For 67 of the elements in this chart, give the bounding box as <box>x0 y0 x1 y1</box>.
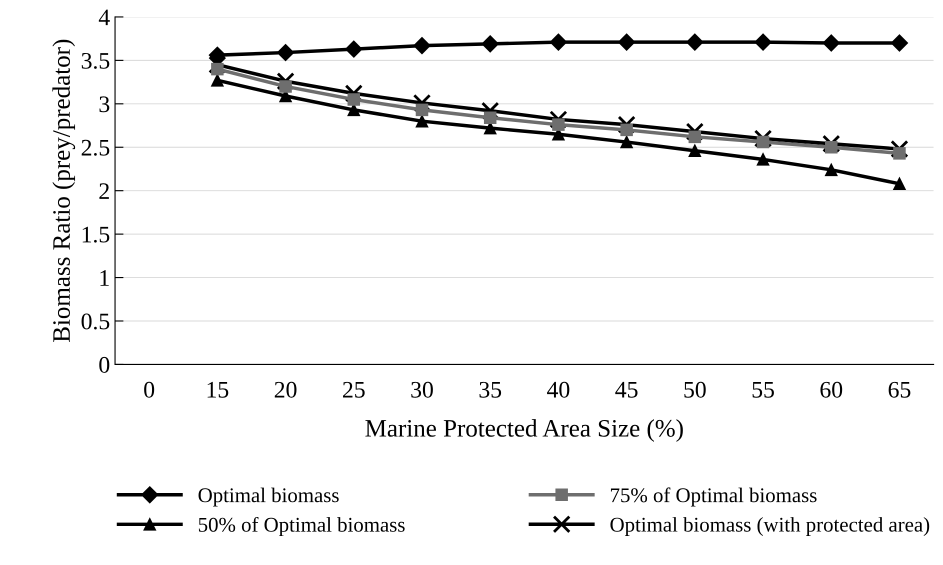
point <box>344 84 363 102</box>
point <box>552 118 565 131</box>
y-tick-label: 3.5 <box>82 52 110 69</box>
legend-label: Optimal biomass <box>198 488 339 507</box>
point <box>618 34 636 51</box>
x-tick-label: 35 <box>480 382 502 398</box>
legend-label: Optimal biomass (with protected area) <box>610 517 930 536</box>
point <box>550 34 567 51</box>
point <box>413 37 431 54</box>
x-axis-title: Marine Protected Area Size (%) <box>365 419 683 442</box>
x-tick-label: 45 <box>615 382 638 398</box>
point <box>416 114 428 128</box>
y-tick-label: 1 <box>100 270 109 286</box>
point <box>549 110 568 128</box>
point <box>620 136 633 148</box>
x-tick-label: 30 <box>411 382 433 398</box>
x-tick-label: 55 <box>752 382 774 398</box>
y-tick-label: 0 <box>99 356 110 373</box>
point <box>890 34 908 52</box>
point <box>756 153 770 166</box>
point <box>276 72 295 90</box>
point <box>686 34 704 51</box>
point <box>279 80 292 93</box>
point <box>481 102 500 120</box>
point <box>482 35 499 52</box>
y-tick-label: 4 <box>98 10 110 26</box>
x-tick-label: 60 <box>820 382 842 398</box>
x-tick-label: 40 <box>547 382 570 398</box>
point <box>688 144 702 157</box>
point <box>822 34 840 52</box>
point <box>277 44 294 62</box>
y-axis-title: Biomass Ratio (prey/predator) <box>52 40 76 342</box>
y-tick-label: 2 <box>99 183 109 199</box>
x-tick-label: 25 <box>343 382 365 398</box>
point <box>688 130 702 144</box>
y-tick-label: 1.5 <box>82 226 110 243</box>
point <box>345 40 362 58</box>
point <box>754 130 772 148</box>
point <box>825 164 838 176</box>
x-tick-label: 0 <box>144 382 154 398</box>
point <box>822 134 840 153</box>
y-tick-label: 3 <box>100 96 110 112</box>
point <box>208 46 226 64</box>
legend-label: 50% of Optimal biomass <box>198 516 405 536</box>
point <box>412 94 432 112</box>
point <box>211 62 224 76</box>
point <box>416 104 428 116</box>
point <box>825 141 838 154</box>
point <box>348 93 360 106</box>
point <box>893 147 906 160</box>
point <box>756 136 770 148</box>
point <box>208 56 226 74</box>
point <box>211 74 224 87</box>
x-tick-label: 15 <box>208 382 228 398</box>
x-tick-label: 50 <box>684 382 706 398</box>
point <box>620 124 633 136</box>
point <box>484 111 496 124</box>
y-tick-label: 0.5 <box>82 313 110 330</box>
point <box>618 116 636 134</box>
point <box>686 122 704 141</box>
x-tick-label: 20 <box>274 382 296 398</box>
point <box>893 177 906 190</box>
y-tick-label: 2.5 <box>82 140 110 156</box>
x-tick-label: 65 <box>888 382 910 398</box>
legend-label: 75% of Optimal biomass <box>610 487 817 507</box>
point <box>890 140 908 158</box>
point <box>754 34 772 51</box>
